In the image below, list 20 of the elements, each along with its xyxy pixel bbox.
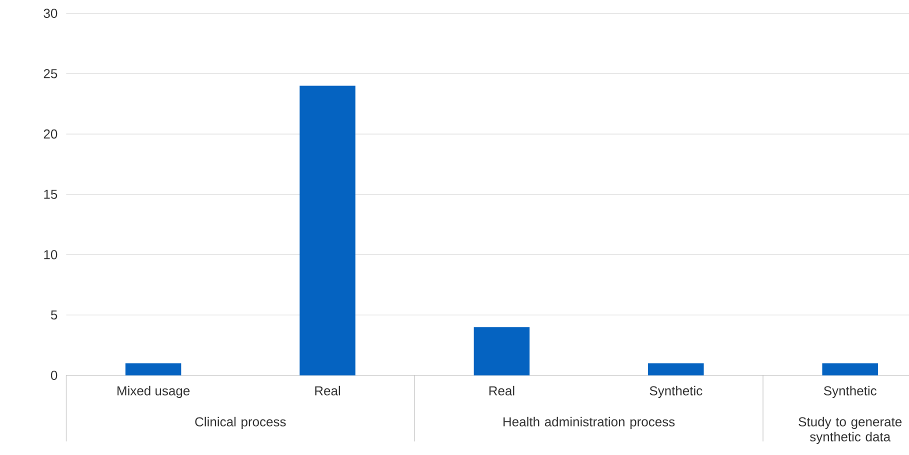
text: Clinical process bbox=[195, 416, 286, 429]
bar bbox=[474, 327, 530, 376]
text: Study to generate synthetic data bbox=[798, 416, 902, 444]
y-tick-label: 10 bbox=[44, 250, 58, 260]
x-tick-label: Synthetic bbox=[824, 386, 876, 398]
bar bbox=[648, 363, 704, 376]
y-tick-label: 0 bbox=[50, 370, 58, 380]
bar bbox=[300, 86, 356, 376]
y-tick-label: 15 bbox=[44, 190, 58, 199]
x-tick-label: Mixed usage bbox=[118, 386, 190, 398]
bar bbox=[822, 363, 878, 376]
x-tick-label: Real bbox=[315, 386, 340, 396]
y-tick-label: 25 bbox=[44, 69, 58, 78]
text: Health administration process bbox=[504, 416, 675, 429]
y-tick-label: 5 bbox=[50, 310, 58, 320]
bar bbox=[125, 363, 182, 376]
x-tick-label: Synthetic bbox=[650, 386, 702, 398]
x-tick-label: Real bbox=[489, 386, 514, 396]
y-tick-label: 30 bbox=[44, 8, 58, 18]
y-tick-label: 20 bbox=[44, 129, 58, 139]
